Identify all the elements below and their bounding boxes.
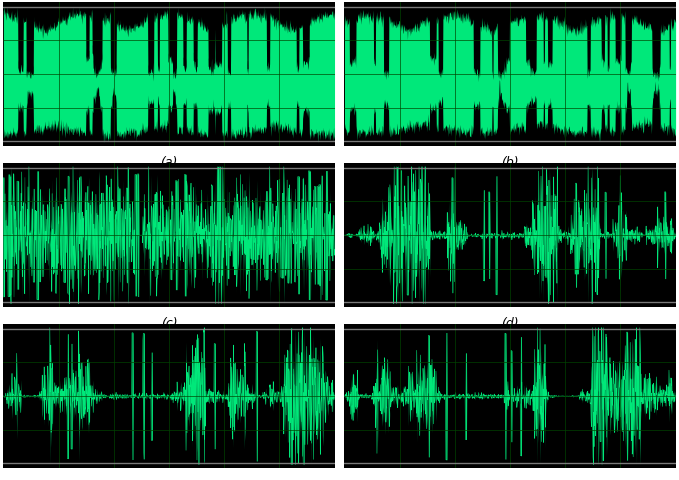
Text: (c): (c) (161, 317, 177, 330)
Text: (b): (b) (501, 156, 519, 169)
Text: (d): (d) (501, 317, 519, 330)
Text: (a): (a) (160, 156, 178, 169)
